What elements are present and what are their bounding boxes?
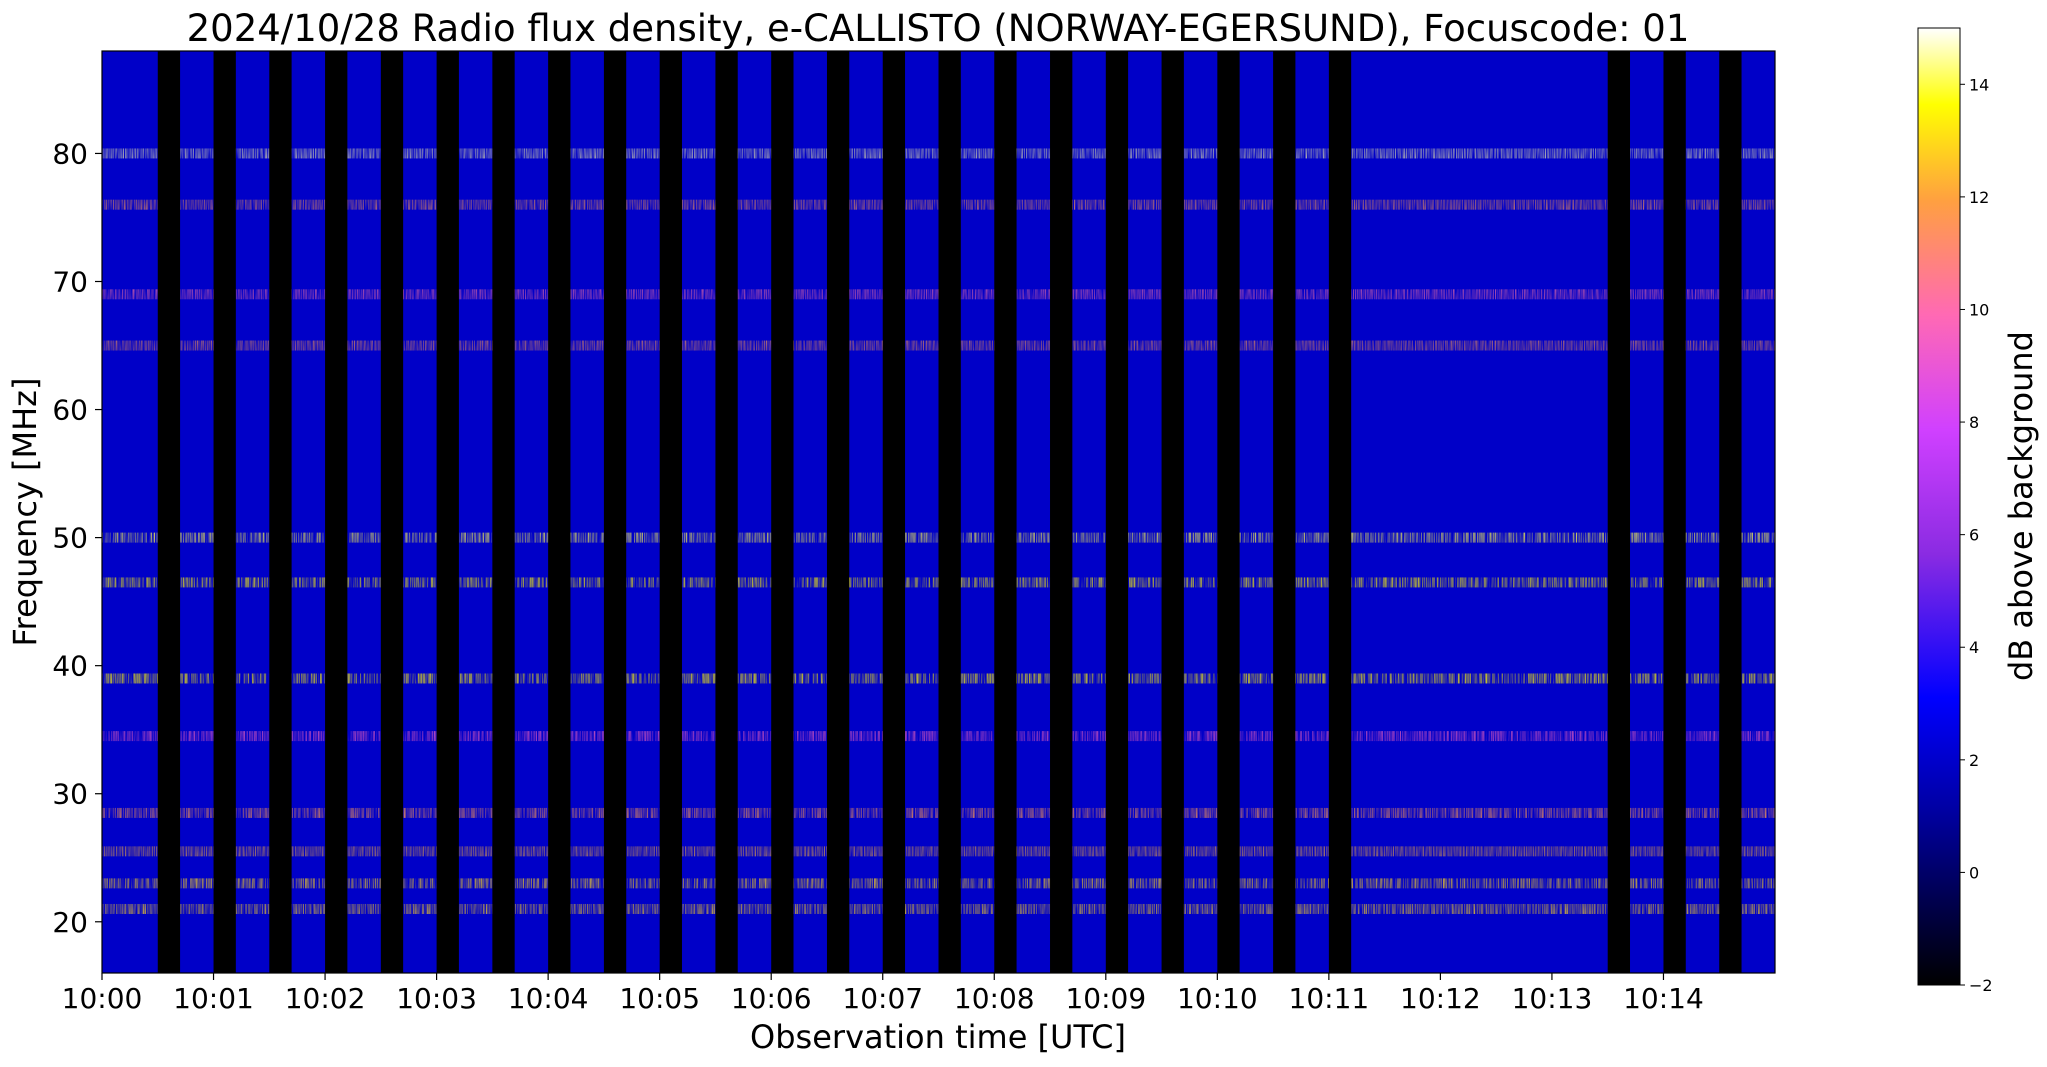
gap-15 xyxy=(994,51,1017,973)
colorbar-gradient xyxy=(1917,27,1961,986)
colorbar-tick-label-8: 14 xyxy=(1969,75,1989,94)
x-tick-label-2: 10:02 xyxy=(285,982,366,1015)
y-tick-label-0: 20 xyxy=(52,906,88,939)
x-tick-label-0: 10:00 xyxy=(62,982,143,1015)
y-tick-label-4: 60 xyxy=(52,394,88,427)
y-tick-label-2: 40 xyxy=(52,650,88,683)
colorbar-tick-label-4: 6 xyxy=(1969,526,1979,545)
gap-12 xyxy=(826,51,850,973)
gap-4 xyxy=(380,51,404,973)
colorbar-ticks: −2 0 2 4 6 8 10 12 14 xyxy=(1960,75,1993,995)
gap-6 xyxy=(492,51,515,973)
gap-0 xyxy=(157,51,181,973)
y-tick-label-3: 50 xyxy=(52,522,88,555)
gap-13 xyxy=(882,51,906,973)
x-tick-label-13: 10:13 xyxy=(1512,982,1593,1015)
x-tick-label-5: 10:05 xyxy=(619,982,700,1015)
gap-20 xyxy=(1273,51,1296,973)
gap-8 xyxy=(603,51,627,973)
colorbar-tick-label-7: 12 xyxy=(1969,188,1989,207)
colorbar-tick-label-3: 4 xyxy=(1969,638,1979,657)
colorbar-tick-label-0: −2 xyxy=(1969,976,1993,995)
spectrogram-plot xyxy=(102,51,1775,973)
x-tick-label-11: 10:11 xyxy=(1289,982,1370,1015)
x-tick-label-14: 10:14 xyxy=(1623,982,1704,1015)
gap-16 xyxy=(1050,51,1073,973)
gap-24 xyxy=(1719,51,1742,973)
gap-14 xyxy=(938,51,961,973)
x-tick-label-8: 10:08 xyxy=(954,982,1035,1015)
gap-23 xyxy=(1663,51,1686,973)
gap-11 xyxy=(771,51,794,973)
gap-19 xyxy=(1217,51,1240,973)
gap-5 xyxy=(436,51,459,973)
gap-22 xyxy=(1607,51,1631,973)
x-tick-label-6: 10:06 xyxy=(731,982,812,1015)
x-tick-label-7: 10:07 xyxy=(842,982,923,1015)
gap-3 xyxy=(325,51,348,973)
colorbar-tick-label-1: 0 xyxy=(1969,863,1979,882)
chart-title: 2024/10/28 Radio flux density, e-CALLIST… xyxy=(187,7,1690,50)
data-gaps xyxy=(157,51,1742,973)
x-axis-label: Observation time [UTC] xyxy=(750,1018,1126,1056)
gap-18 xyxy=(1161,51,1184,973)
gap-7 xyxy=(548,51,571,973)
colorbar-tick-label-5: 8 xyxy=(1969,413,1979,432)
colorbar-tick-label-2: 2 xyxy=(1969,751,1979,770)
x-tick-label-1: 10:01 xyxy=(173,982,254,1015)
gap-17 xyxy=(1105,51,1129,973)
gap-2 xyxy=(269,51,292,973)
colorbar-label: dB above background xyxy=(2002,331,2040,681)
y-tick-label-1: 30 xyxy=(52,778,88,811)
y-axis: 20 30 40 50 60 70 80 xyxy=(52,137,102,939)
x-axis: 10:00 10:01 10:02 10:03 10:04 10:05 10:06 10:07… xyxy=(62,973,1704,1015)
y-tick-label-6: 80 xyxy=(52,137,88,170)
x-tick-label-12: 10:12 xyxy=(1400,982,1481,1015)
colorbar: −2 0 2 4 6 8 10 12 14 dB above background xyxy=(1917,27,2040,995)
gap-10 xyxy=(715,51,738,973)
gap-1 xyxy=(213,51,236,973)
x-tick-label-10: 10:10 xyxy=(1177,982,1258,1015)
y-tick-label-5: 70 xyxy=(52,266,88,299)
x-tick-label-9: 10:09 xyxy=(1065,982,1146,1015)
colorbar-tick-label-6: 10 xyxy=(1969,300,1989,319)
y-axis-label: Frequency [MHz] xyxy=(6,378,44,647)
gap-21 xyxy=(1328,51,1352,973)
gap-9 xyxy=(659,51,682,973)
x-tick-label-3: 10:03 xyxy=(396,982,477,1015)
x-tick-label-4: 10:04 xyxy=(508,982,589,1015)
plot-frame xyxy=(101,50,1776,974)
